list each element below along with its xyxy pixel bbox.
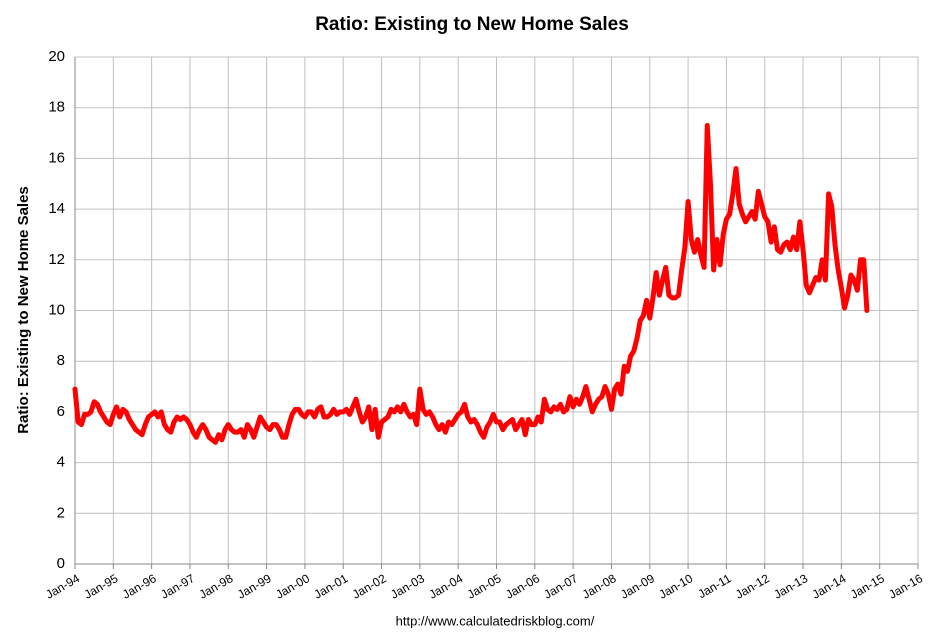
y-tick-label: 20	[48, 48, 65, 65]
source: http://www.calculatedriskblog.com/	[396, 613, 595, 628]
y-tick-label: 14	[48, 200, 65, 217]
y-tick-label: 6	[57, 403, 65, 420]
y-tick-label: 8	[57, 352, 65, 369]
y-tick-label: 16	[48, 149, 65, 166]
data-line	[72, 122, 870, 445]
chart-title: Ratio: Existing to New Home Sales	[315, 14, 629, 35]
y-tick-label: 18	[48, 99, 65, 116]
y-axis-label: Ratio: Existing to New Home Sales	[15, 186, 32, 434]
y-tick-label: 4	[57, 454, 65, 471]
y-tick-label: 0	[57, 555, 65, 572]
y-tick-label: 10	[48, 301, 65, 318]
y-tick-label: 12	[48, 251, 65, 268]
y-tick-label: 2	[57, 504, 65, 521]
